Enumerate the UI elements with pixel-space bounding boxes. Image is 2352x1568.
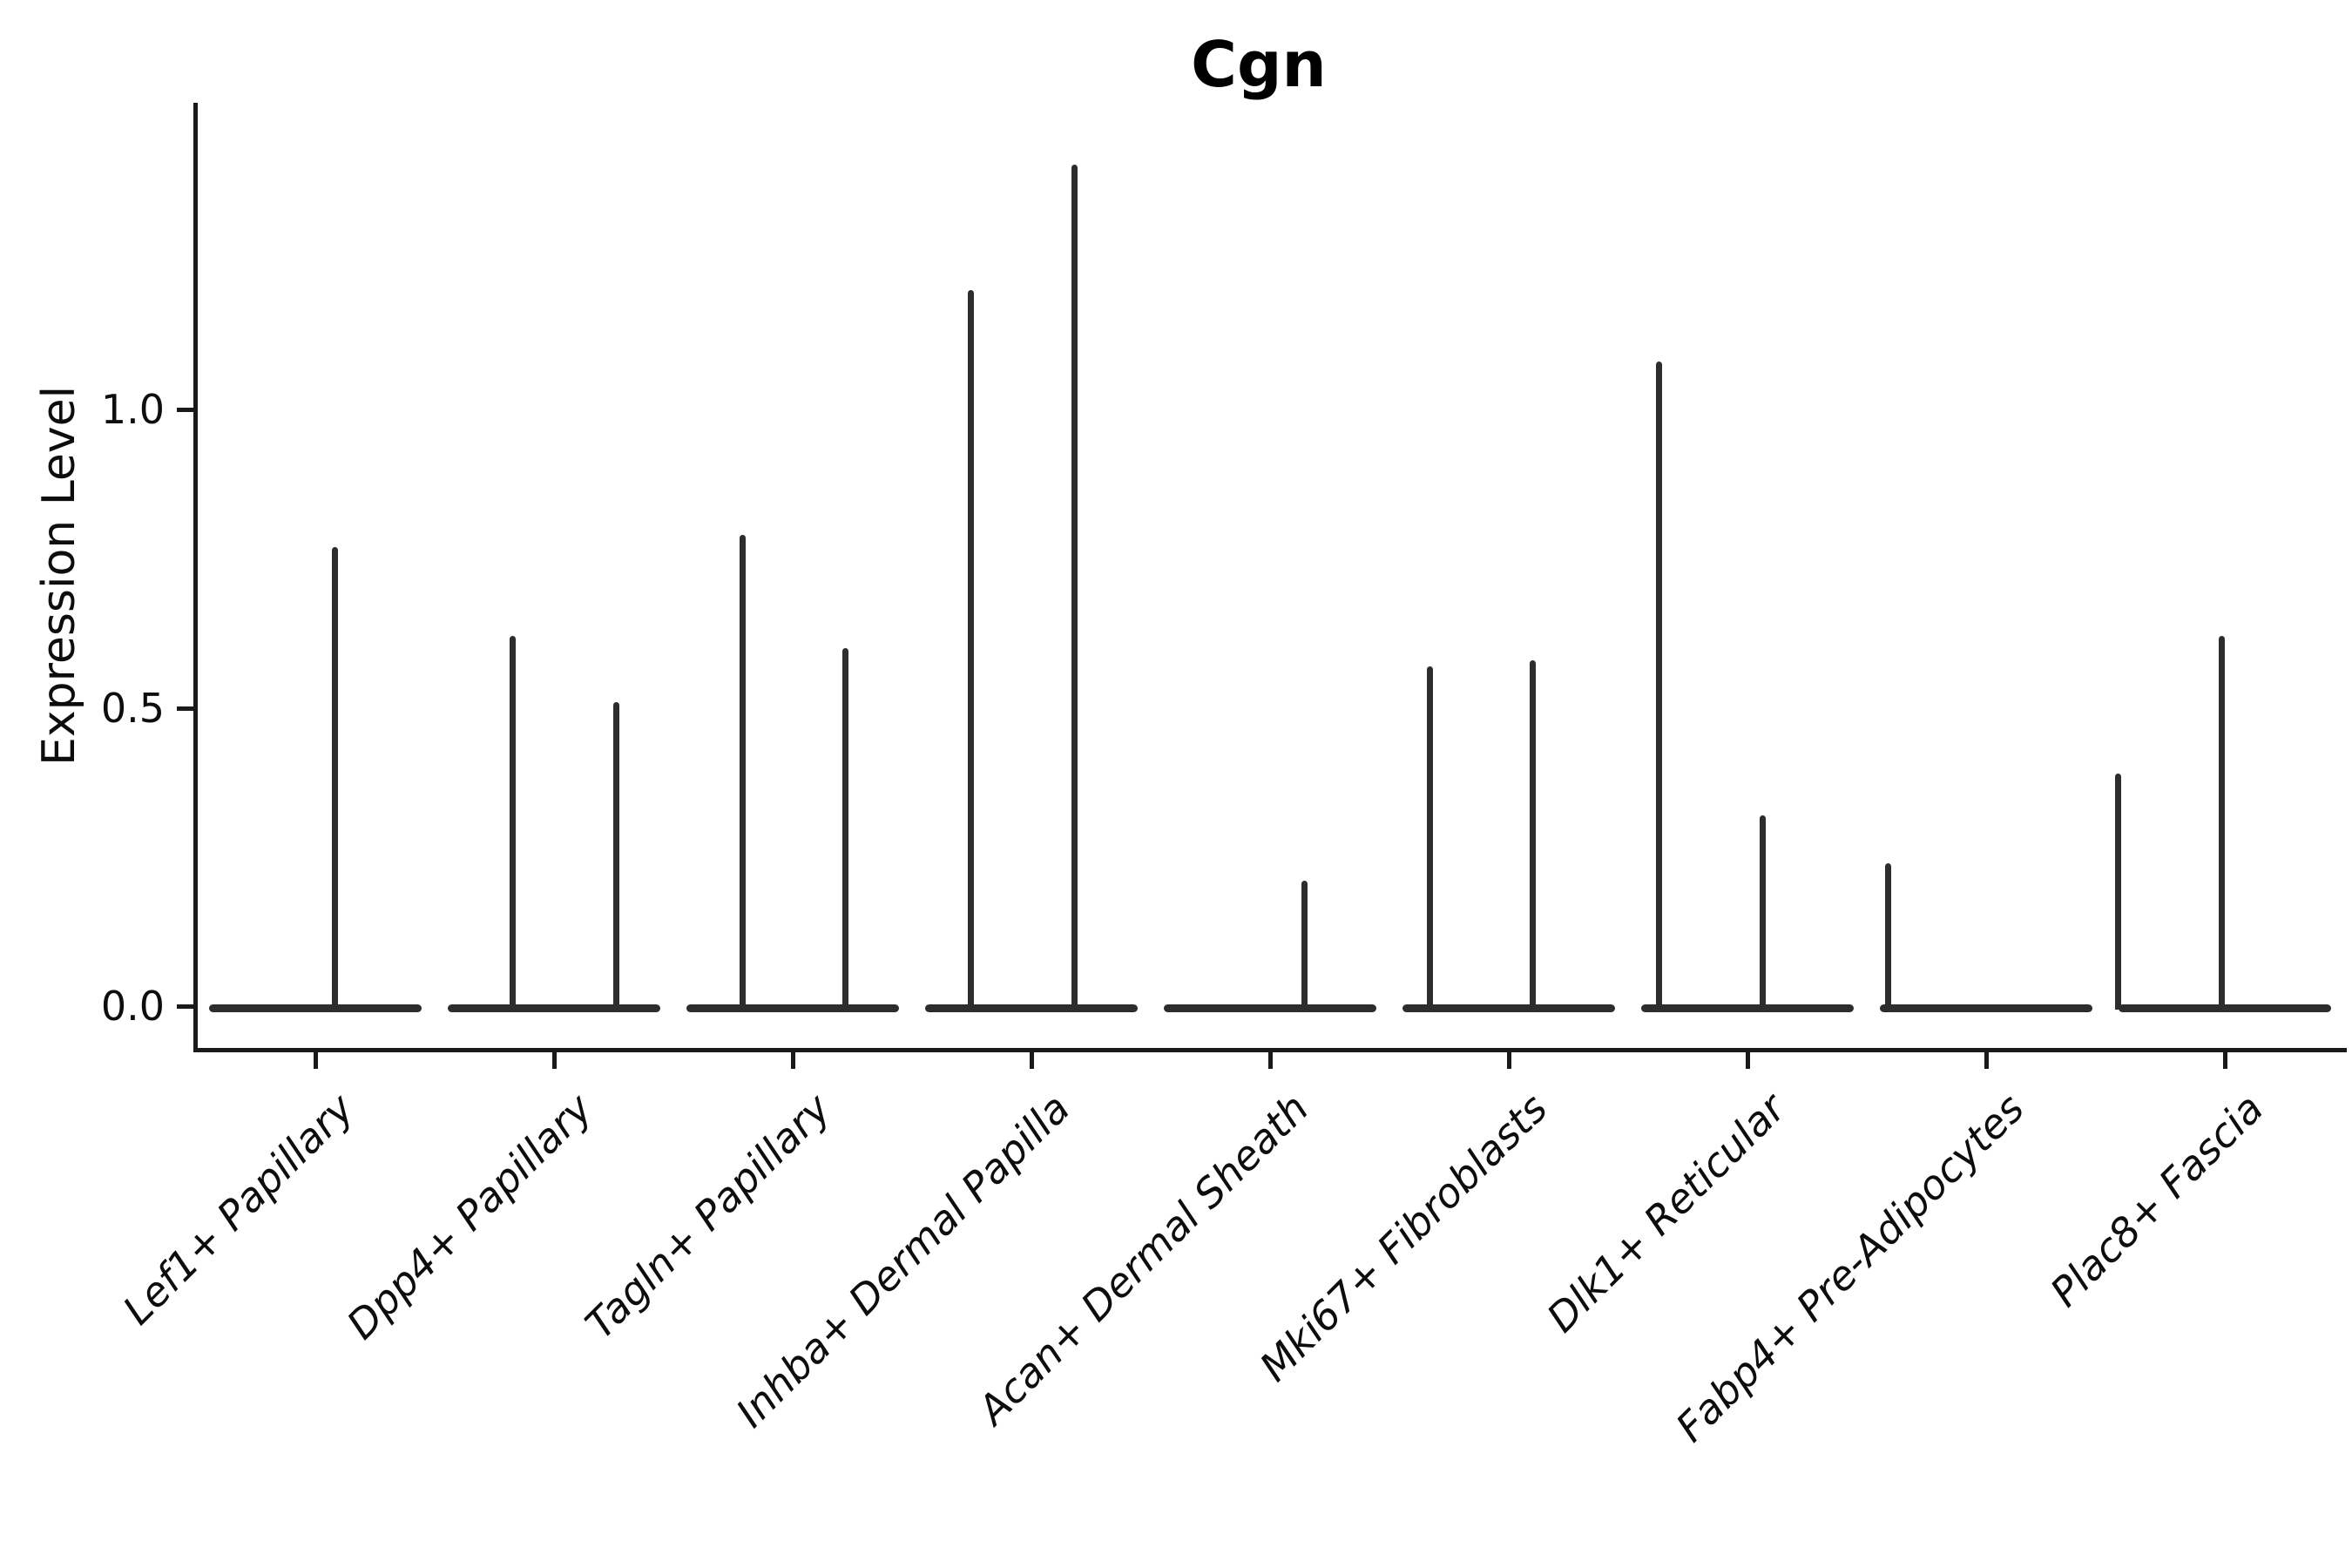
violin-spike <box>1529 659 1536 1010</box>
violin-spike <box>509 636 516 1010</box>
violin-spike <box>1759 814 1766 1010</box>
violin-body <box>1641 1004 1854 1012</box>
violin-body <box>2119 1004 2331 1012</box>
x-tick-label: Plac8+ Fascia <box>2040 1085 2273 1316</box>
violin-spike <box>967 290 974 1010</box>
x-tick-label: Dlk1+ Reticular <box>1538 1085 1795 1342</box>
y-axis-spine <box>193 103 198 1052</box>
x-tick-mark <box>1030 1048 1034 1069</box>
violin-body <box>925 1004 1138 1012</box>
x-tick-mark <box>1746 1048 1750 1069</box>
violin-spike <box>1884 862 1891 1010</box>
violin-spike <box>1071 165 1078 1010</box>
violin-spike <box>612 701 619 1010</box>
x-tick-mark <box>314 1048 318 1069</box>
violin-spike <box>1655 362 1662 1010</box>
y-tick-label: 0.5 <box>100 684 165 732</box>
x-tick-label: Dpp4+ Papillary <box>337 1085 602 1348</box>
y-tick-mark <box>177 408 196 412</box>
violin-spike <box>2218 636 2225 1010</box>
x-tick-label: Tagln+ Papillary <box>576 1085 841 1348</box>
violin-spike <box>1426 666 1433 1010</box>
violin-body <box>209 1004 422 1012</box>
x-tick-mark <box>552 1048 557 1069</box>
chart-title: Cgn <box>1191 28 1327 101</box>
y-tick-label: 1.0 <box>100 386 165 433</box>
violin-spike <box>841 648 848 1010</box>
x-tick-mark <box>1984 1048 1989 1069</box>
y-tick-label: 0.0 <box>100 983 165 1030</box>
violin-spike <box>739 534 746 1010</box>
violin-spike <box>2114 773 2121 1010</box>
x-tick-mark <box>791 1048 795 1069</box>
y-tick-mark <box>177 1004 196 1009</box>
x-tick-mark <box>1268 1048 1273 1069</box>
violin-spike <box>331 546 338 1010</box>
y-axis-label: Expression Level <box>33 385 85 767</box>
violin-body <box>1402 1004 1615 1012</box>
violin-body <box>686 1004 899 1012</box>
violin-body <box>1164 1004 1376 1012</box>
violin-body <box>448 1004 660 1012</box>
x-tick-mark <box>2223 1048 2227 1069</box>
violin-body <box>1880 1004 2092 1012</box>
violin-spike <box>1301 881 1308 1010</box>
y-tick-mark <box>177 706 196 711</box>
x-tick-mark <box>1507 1048 1511 1069</box>
x-tick-label: Lef1+ Papillary <box>113 1085 363 1334</box>
